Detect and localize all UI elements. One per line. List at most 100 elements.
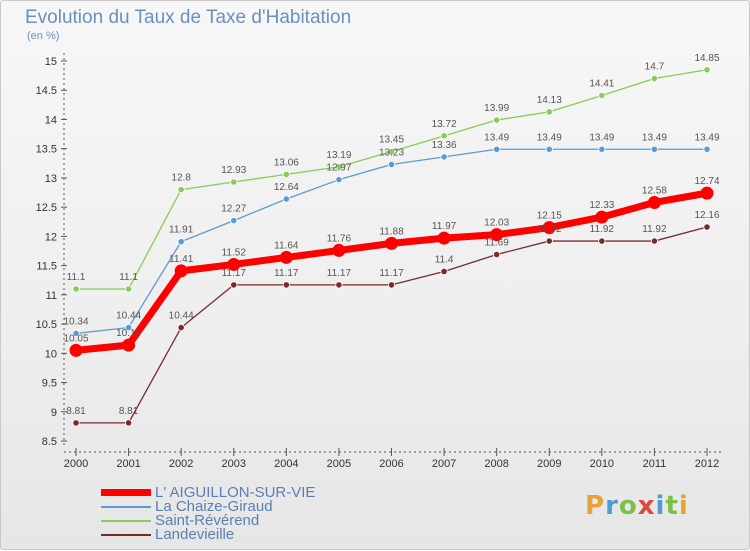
data-label: 12.33 [589, 200, 614, 211]
legend-label: L' AIGUILLON-SUR-VIE [155, 484, 316, 501]
data-point [650, 237, 659, 245]
x-tick-label: 2007 [432, 458, 456, 470]
x-tick-label: 2001 [116, 458, 140, 470]
data-label: 8.81 [66, 406, 86, 417]
logo-letter: i [678, 491, 689, 521]
data-label: 11.1 [67, 272, 86, 283]
data-label: 12.64 [274, 182, 299, 193]
logo-letter: i [655, 491, 666, 521]
data-label: 11.17 [327, 268, 352, 279]
data-label: 12.8 [171, 173, 191, 184]
data-label: 10.44 [169, 311, 194, 322]
data-point [335, 281, 343, 289]
data-point [703, 66, 711, 74]
logo-letter: r [605, 491, 619, 521]
x-tick-label: 2000 [64, 458, 88, 470]
data-label: 10.05 [63, 333, 88, 344]
data-label: 11.52 [222, 247, 247, 258]
y-tick-label: 10.5 [36, 319, 57, 331]
data-point [72, 329, 80, 338]
legend-swatch [101, 534, 151, 536]
data-label: 14.41 [589, 78, 614, 89]
x-tick-label: 2012 [695, 458, 719, 470]
legend-swatch [101, 489, 151, 496]
data-point [174, 264, 188, 278]
y-tick-label: 14 [45, 114, 57, 126]
logo-letter: P [585, 491, 606, 521]
x-tick-label: 2008 [484, 458, 508, 470]
y-tick-label: 13 [45, 173, 57, 185]
x-tick-label: 2004 [274, 458, 298, 470]
data-label: 13.49 [484, 132, 509, 143]
data-point [230, 217, 238, 225]
data-point [177, 323, 185, 332]
data-point [598, 145, 606, 153]
data-label: 11.92 [590, 224, 615, 235]
data-point [72, 285, 80, 293]
data-point [177, 186, 185, 194]
legend-label: Landevieille [155, 526, 235, 543]
data-point [545, 145, 553, 153]
x-tick-label: 2011 [643, 458, 667, 470]
data-label: 13.72 [432, 119, 457, 130]
y-tick-label: 12 [45, 231, 57, 243]
data-point [595, 210, 609, 224]
data-point [598, 91, 606, 100]
data-label: 10.44 [116, 311, 141, 322]
data-point [387, 148, 396, 156]
data-label: 12.74 [694, 176, 719, 187]
legend-swatch [101, 520, 151, 522]
x-tick-label: 2002 [169, 458, 193, 470]
data-point [650, 74, 659, 83]
data-point [72, 419, 80, 427]
x-tick-label: 2005 [327, 458, 351, 470]
data-label: 12.58 [642, 185, 667, 196]
data-point [385, 236, 398, 250]
data-point [493, 250, 501, 259]
data-label: 11.64 [274, 240, 299, 251]
data-point [700, 186, 714, 200]
logo-letter: x [637, 491, 656, 521]
data-label: 13.49 [642, 132, 667, 143]
data-point [124, 323, 133, 332]
data-point [387, 281, 396, 289]
data-label: 12.27 [221, 204, 246, 215]
legend-label: La Chaize-Giraud [155, 498, 273, 515]
data-label: 11.92 [642, 224, 667, 235]
data-point [230, 281, 238, 289]
data-label: 8.81 [119, 406, 139, 417]
chart-title: Evolution du Taux de Taxe d'Habitation [25, 7, 352, 28]
data-label: 12.97 [326, 163, 351, 174]
data-label: 13.36 [432, 140, 457, 151]
data-point [335, 163, 343, 171]
data-point [282, 281, 290, 289]
data-point [493, 145, 501, 153]
data-label: 12.16 [694, 210, 719, 221]
data-label: 11.4 [435, 254, 454, 265]
data-label: 14.13 [537, 95, 562, 106]
data-label: 14.85 [694, 53, 719, 64]
data-point [279, 250, 293, 264]
y-tick-label: 12.5 [36, 202, 57, 214]
data-label: 10.34 [63, 316, 88, 327]
data-label: 12.93 [221, 165, 246, 176]
data-label: 11.17 [274, 268, 299, 279]
data-point [437, 231, 451, 245]
data-label: 11.92 [537, 224, 562, 235]
data-point [440, 132, 448, 140]
legend-label: Saint-Révérend [155, 512, 260, 529]
data-point [542, 221, 556, 235]
data-point [335, 176, 343, 184]
y-tick-label: 13.5 [36, 144, 57, 156]
data-label: 14.7 [645, 62, 665, 73]
data-label: 13.45 [379, 135, 404, 146]
data-label: 13.49 [537, 132, 562, 143]
y-tick-label: 9 [51, 407, 57, 419]
data-point [282, 170, 290, 179]
data-label: 12.03 [484, 218, 509, 229]
logo-letter: o [618, 491, 638, 521]
data-point [387, 160, 396, 169]
data-label: 11.88 [379, 226, 404, 237]
data-point [230, 178, 238, 186]
